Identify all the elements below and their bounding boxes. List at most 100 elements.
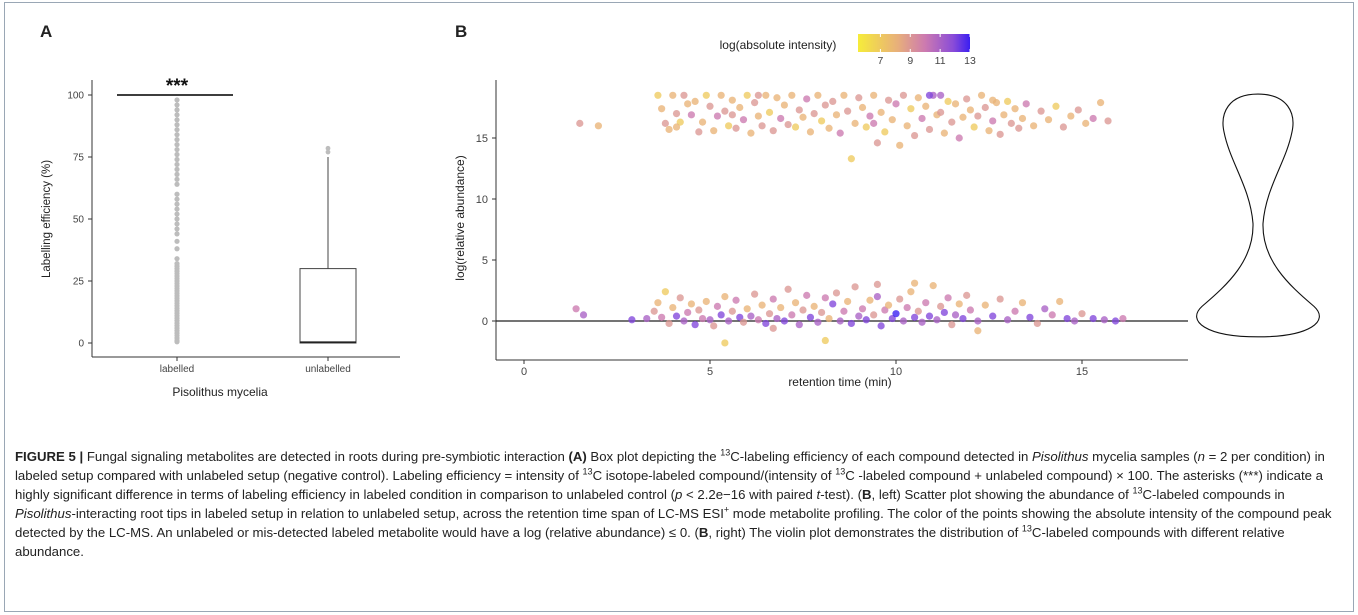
scatter-point xyxy=(1097,99,1105,107)
scatter-point xyxy=(944,294,952,302)
scatter-point xyxy=(698,118,707,126)
scatter-point xyxy=(1078,310,1086,318)
scatter-point xyxy=(866,296,874,304)
scatter-point xyxy=(866,112,874,120)
scatter-point xyxy=(1022,100,1030,108)
scatter-point xyxy=(844,297,852,306)
caption-text: C-labeled compounds with different relat… xyxy=(15,525,1285,559)
caption-text: C isotope-labeled compound/(intensity of xyxy=(592,468,836,483)
scatter-point xyxy=(911,131,919,140)
scatter-point xyxy=(844,107,852,115)
panel-a-outlier-point xyxy=(325,149,331,155)
scatter-point xyxy=(940,129,948,137)
caption-b-ref: B xyxy=(698,525,709,540)
scatter-point xyxy=(684,100,692,108)
scatter-point xyxy=(695,306,703,314)
scatter-point xyxy=(1033,319,1041,328)
caption-text: C-labeling efficiency of each compound d… xyxy=(730,449,1033,464)
scatter-point xyxy=(1059,123,1067,131)
scatter-point xyxy=(806,313,815,321)
scatter-point xyxy=(944,97,952,105)
caption-variable: p xyxy=(675,487,683,502)
scatter-point xyxy=(881,128,889,136)
scatter-point xyxy=(870,91,878,99)
scatter-point xyxy=(784,120,792,129)
scatter-point xyxy=(725,122,733,130)
scatter-point xyxy=(888,314,896,323)
scatter-point xyxy=(702,297,710,306)
panel-a-outlier-point xyxy=(174,231,180,237)
figure-frame xyxy=(4,2,1354,612)
scatter-point xyxy=(873,139,882,147)
panel-a-outlier-point xyxy=(174,261,180,267)
scatter-point xyxy=(788,311,796,319)
scatter-point xyxy=(713,302,722,310)
panel-a-y-tick-label: 75 xyxy=(73,153,85,164)
scatter-point xyxy=(1037,107,1045,115)
scatter-point xyxy=(672,110,681,118)
caption-text: Box plot depicting the xyxy=(586,449,721,464)
scatter-point xyxy=(702,91,710,99)
scatter-point xyxy=(884,301,893,309)
scatter-point xyxy=(665,125,673,134)
panel-a-unlabelled-box xyxy=(299,268,357,344)
scatter-point xyxy=(963,291,971,299)
scatter-point xyxy=(758,301,766,309)
scatter-point xyxy=(911,279,919,287)
panel-a-outlier-point xyxy=(174,112,180,118)
scatter-point xyxy=(1026,313,1034,321)
scatter-point xyxy=(799,306,807,314)
scatter-point xyxy=(1004,97,1012,105)
scatter-point xyxy=(1104,117,1112,125)
panel-a-outlier-point xyxy=(174,181,180,187)
scatter-point xyxy=(769,295,777,303)
scatter-point xyxy=(955,300,963,308)
scatter-point xyxy=(1082,119,1090,127)
scatter-point xyxy=(777,303,785,312)
scatter-point xyxy=(791,299,800,307)
scatter-point xyxy=(821,101,829,109)
scatter-point xyxy=(579,311,588,319)
panel-a-outlier-point xyxy=(174,151,180,158)
scatter-point xyxy=(710,127,718,135)
panel-a-x-axis-label: Pisolithus mycelia xyxy=(172,385,268,399)
scatter-point xyxy=(784,285,792,293)
scatter-point xyxy=(899,317,908,325)
scatter-point xyxy=(989,96,997,104)
scatter-point xyxy=(832,289,841,297)
caption-variable: t xyxy=(816,487,821,502)
scatter-point xyxy=(914,94,922,102)
caption-a-ref: (A) xyxy=(568,449,587,464)
panel-a-y-tick-label: 25 xyxy=(73,277,85,288)
scatter-point xyxy=(989,117,997,125)
panel-b-x-tick-label: 0 xyxy=(521,366,527,378)
scatter-point xyxy=(654,299,662,307)
scatter-point xyxy=(951,100,960,108)
scatter-point xyxy=(858,305,867,313)
panel-a-y-axis-label: Labelling efficiency (%) xyxy=(41,160,53,278)
panel-b-letter: B xyxy=(455,22,468,41)
caption-superscript: 13 xyxy=(835,466,846,477)
scatter-point xyxy=(658,105,666,113)
colorbar-tick-label: 11 xyxy=(935,55,946,67)
scatter-point xyxy=(825,314,833,323)
scatter-point xyxy=(754,316,762,324)
panel-a-outlier-point xyxy=(174,122,180,128)
scatter-point xyxy=(925,125,934,134)
scatter-point xyxy=(810,110,818,118)
scatter-point xyxy=(903,303,911,312)
scatter-point xyxy=(780,101,789,109)
scatter-point xyxy=(836,317,844,325)
scatter-point xyxy=(948,321,956,329)
caption-superscript: 13 xyxy=(1021,523,1032,534)
scatter-point xyxy=(959,314,967,323)
scatter-point xyxy=(814,318,822,326)
scatter-point xyxy=(684,308,692,317)
scatter-point xyxy=(1030,122,1038,130)
scatter-point xyxy=(940,308,948,317)
scatter-point xyxy=(862,123,870,131)
scatter-point xyxy=(884,96,893,104)
caption-species: Pisolithus xyxy=(1032,449,1089,464)
colorbar-tick-label: 7 xyxy=(877,55,883,67)
scatter-point xyxy=(970,123,978,131)
